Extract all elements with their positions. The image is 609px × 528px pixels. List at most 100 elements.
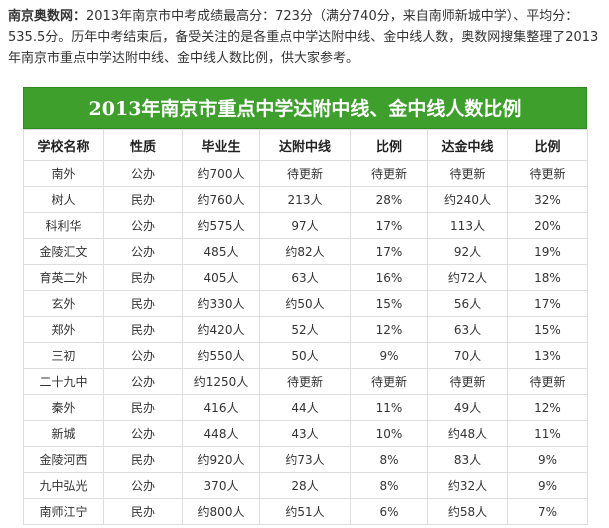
cell-fuzhong-ratio: 15% (350, 290, 428, 317)
cell-school: 新城 (23, 420, 104, 447)
cell-jinzhong-ratio: 32% (507, 186, 588, 213)
table-row: 树人 民办 约760人 213人 28% 约240人 32% (23, 186, 588, 213)
cell-jinzhong-line: 113人 (427, 212, 508, 239)
cell-fuzhong-line: 63人 (259, 264, 351, 291)
header-jinzhong-line: 达金中线 (427, 129, 508, 161)
cell-fuzhong-ratio: 28% (350, 186, 428, 213)
header-school: 学校名称 (23, 129, 104, 161)
cell-fuzhong-ratio: 16% (350, 264, 428, 291)
cell-fuzhong-ratio: 17% (350, 212, 428, 239)
table-row: 九中弘光 公办 370人 28人 8% 约32人 9% (23, 472, 588, 499)
table-row: 新城 公办 448人 43人 10% 约48人 11% (23, 420, 588, 447)
cell-school: 玄外 (23, 290, 104, 317)
cell-graduates: 448人 (182, 420, 260, 447)
cell-jinzhong-line: 约32人 (427, 472, 508, 499)
cell-school: 南外 (23, 160, 104, 187)
cell-jinzhong-ratio: 19% (507, 238, 588, 265)
cell-jinzhong-line: 约58人 (427, 498, 508, 525)
cell-fuzhong-ratio: 8% (350, 446, 428, 473)
table-row: 育英二外 民办 405人 63人 16% 约72人 18% (23, 264, 588, 291)
cell-jinzhong-line: 83人 (427, 446, 508, 473)
cell-fuzhong-line: 约50人 (259, 290, 351, 317)
cell-jinzhong-ratio: 18% (507, 264, 588, 291)
header-fuzhong-ratio: 比例 (350, 129, 428, 161)
stats-table: 学校名称 性质 毕业生 达附中线 比例 达金中线 比例 南外 公办 约700人 待更新… (23, 129, 588, 525)
cell-graduates: 约920人 (182, 446, 260, 473)
cell-fuzhong-line: 约73人 (259, 446, 351, 473)
table-row: 金陵河西 民办 约920人 约73人 8% 83人 9% (23, 446, 588, 473)
cell-type: 民办 (103, 316, 183, 343)
cell-school: 秦外 (23, 394, 104, 421)
header-jinzhong-ratio: 比例 (507, 129, 588, 161)
table-row: 三初 公办 约550人 50人 9% 70人 13% (23, 342, 588, 369)
cell-jinzhong-ratio: 12% (507, 394, 588, 421)
cell-fuzhong-ratio: 待更新 (350, 368, 428, 395)
table-title: 2013年南京市重点中学达附中线、金中线人数比例 (23, 87, 587, 129)
table-header-row: 学校名称 性质 毕业生 达附中线 比例 达金中线 比例 (23, 129, 588, 161)
cell-type: 民办 (103, 498, 183, 525)
cell-jinzhong-ratio: 11% (507, 420, 588, 447)
table-row: 金陵汇文 公办 485人 约82人 17% 92人 19% (23, 238, 588, 265)
header-fuzhong-line: 达附中线 (259, 129, 351, 161)
cell-type: 民办 (103, 394, 183, 421)
cell-school: 郑外 (23, 316, 104, 343)
cell-school: 育英二外 (23, 264, 104, 291)
cell-jinzhong-ratio: 20% (507, 212, 588, 239)
cell-fuzhong-ratio: 12% (350, 316, 428, 343)
cell-jinzhong-ratio: 待更新 (507, 368, 588, 395)
cell-school: 二十九中 (23, 368, 104, 395)
table-row: 郑外 民办 约420人 52人 12% 63人 15% (23, 316, 588, 343)
cell-type: 公办 (103, 368, 183, 395)
cell-fuzhong-ratio: 10% (350, 420, 428, 447)
header-graduates: 毕业生 (182, 129, 260, 161)
cell-type: 公办 (103, 420, 183, 447)
cell-fuzhong-line: 43人 (259, 420, 351, 447)
cell-jinzhong-ratio: 17% (507, 290, 588, 317)
intro-paragraph: 南京奥数网：2013年南京市中考成绩最高分：723分（满分740分，来自南师新城… (8, 6, 604, 69)
cell-graduates: 416人 (182, 394, 260, 421)
cell-graduates: 约800人 (182, 498, 260, 525)
cell-jinzhong-line: 70人 (427, 342, 508, 369)
cell-jinzhong-line: 待更新 (427, 368, 508, 395)
cell-jinzhong-line: 约48人 (427, 420, 508, 447)
cell-fuzhong-line: 待更新 (259, 160, 351, 187)
cell-fuzhong-line: 约82人 (259, 238, 351, 265)
cell-graduates: 约575人 (182, 212, 260, 239)
cell-school: 金陵河西 (23, 446, 104, 473)
cell-type: 公办 (103, 472, 183, 499)
cell-fuzhong-line: 213人 (259, 186, 351, 213)
cell-jinzhong-line: 约72人 (427, 264, 508, 291)
cell-jinzhong-ratio: 15% (507, 316, 588, 343)
cell-fuzhong-line: 52人 (259, 316, 351, 343)
cell-type: 民办 (103, 446, 183, 473)
cell-type: 公办 (103, 342, 183, 369)
cell-school: 树人 (23, 186, 104, 213)
table-row: 南师江宁 民办 约800人 约51人 6% 约58人 7% (23, 498, 588, 525)
cell-fuzhong-line: 97人 (259, 212, 351, 239)
cell-graduates: 约330人 (182, 290, 260, 317)
cell-type: 民办 (103, 186, 183, 213)
table-body: 南外 公办 约700人 待更新 待更新 待更新 待更新 树人 民办 约760人 213人 28% 约24… (23, 160, 588, 525)
cell-fuzhong-ratio: 17% (350, 238, 428, 265)
cell-fuzhong-line: 50人 (259, 342, 351, 369)
intro-source: 南京奥数网： (8, 9, 87, 24)
cell-type: 公办 (103, 212, 183, 239)
cell-jinzhong-line: 待更新 (427, 160, 508, 187)
table-row: 玄外 民办 约330人 约50人 15% 56人 17% (23, 290, 588, 317)
cell-jinzhong-ratio: 13% (507, 342, 588, 369)
cell-graduates: 约760人 (182, 186, 260, 213)
cell-graduates: 约1250人 (182, 368, 260, 395)
cell-fuzhong-ratio: 待更新 (350, 160, 428, 187)
table-row: 二十九中 公办 约1250人 待更新 待更新 待更新 待更新 (23, 368, 588, 395)
cell-fuzhong-ratio: 6% (350, 498, 428, 525)
cell-graduates: 485人 (182, 238, 260, 265)
stats-table-container: 2013年南京市重点中学达附中线、金中线人数比例 学校名称 性质 毕业生 达附中… (23, 87, 588, 525)
cell-fuzhong-ratio: 9% (350, 342, 428, 369)
cell-graduates: 约420人 (182, 316, 260, 343)
cell-graduates: 370人 (182, 472, 260, 499)
cell-graduates: 约700人 (182, 160, 260, 187)
cell-jinzhong-line: 92人 (427, 238, 508, 265)
cell-school: 金陵汇文 (23, 238, 104, 265)
cell-school: 南师江宁 (23, 498, 104, 525)
